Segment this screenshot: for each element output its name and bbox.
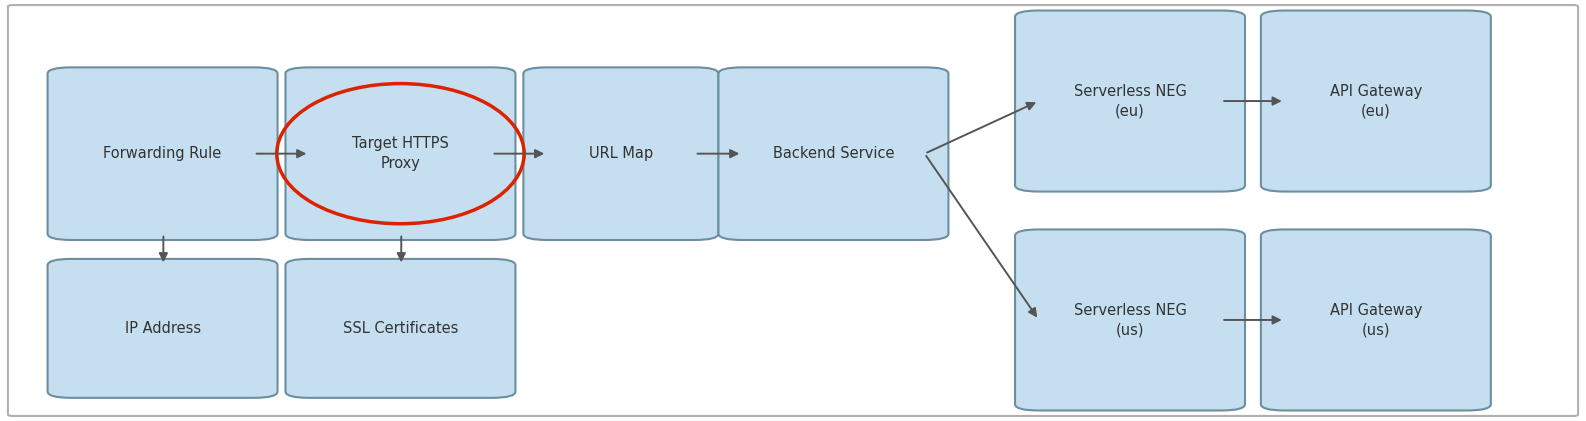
FancyBboxPatch shape xyxy=(523,67,718,240)
FancyBboxPatch shape xyxy=(48,259,278,398)
Text: SSL Certificates: SSL Certificates xyxy=(343,321,458,336)
Text: API Gateway
(eu): API Gateway (eu) xyxy=(1329,84,1423,118)
FancyBboxPatch shape xyxy=(48,67,278,240)
FancyBboxPatch shape xyxy=(1015,11,1245,192)
FancyBboxPatch shape xyxy=(718,67,948,240)
Text: IP Address: IP Address xyxy=(125,321,200,336)
Text: API Gateway
(us): API Gateway (us) xyxy=(1329,303,1423,337)
Text: Serverless NEG
(eu): Serverless NEG (eu) xyxy=(1074,84,1186,118)
Text: Target HTTPS
Proxy: Target HTTPS Proxy xyxy=(352,136,449,171)
Text: Backend Service: Backend Service xyxy=(772,146,895,161)
FancyBboxPatch shape xyxy=(285,259,515,398)
Text: Forwarding Rule: Forwarding Rule xyxy=(103,146,222,161)
FancyBboxPatch shape xyxy=(1261,11,1491,192)
FancyBboxPatch shape xyxy=(1015,229,1245,410)
Text: Serverless NEG
(us): Serverless NEG (us) xyxy=(1074,303,1186,337)
FancyBboxPatch shape xyxy=(1261,229,1491,410)
FancyBboxPatch shape xyxy=(285,67,515,240)
Text: URL Map: URL Map xyxy=(588,146,653,161)
FancyBboxPatch shape xyxy=(8,5,1578,416)
